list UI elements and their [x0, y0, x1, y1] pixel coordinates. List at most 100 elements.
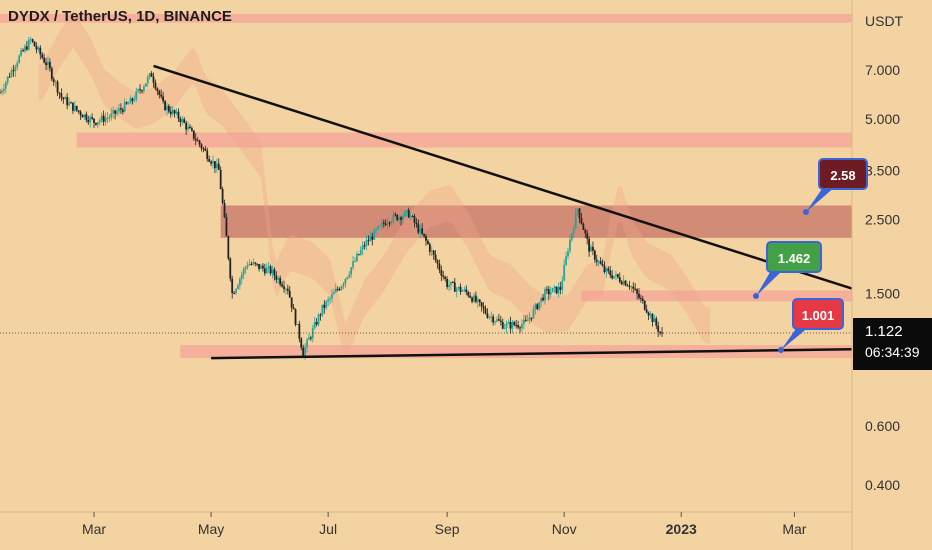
zone-upper-supply — [76, 132, 852, 148]
candle — [298, 320, 301, 343]
candle-body — [208, 159, 211, 162]
candle — [214, 161, 216, 174]
candle-body — [252, 262, 255, 265]
candle-body — [263, 268, 266, 274]
candle — [446, 276, 449, 290]
candle — [436, 259, 439, 269]
candle-body — [64, 97, 67, 100]
candle-body — [298, 324, 301, 339]
candle-body — [70, 102, 72, 104]
candle-body — [118, 108, 120, 112]
candle — [98, 118, 101, 126]
candle-body — [536, 304, 539, 310]
candle — [507, 319, 510, 324]
candle-body — [238, 278, 241, 286]
candle-body — [72, 102, 74, 111]
candle-body — [505, 323, 508, 328]
candle-body — [281, 284, 283, 287]
candle — [283, 280, 285, 293]
cloud-band — [38, 11, 711, 360]
candle-body — [361, 245, 364, 250]
candle — [595, 254, 598, 266]
candle-body — [75, 105, 78, 111]
candle-body — [119, 108, 122, 110]
time-axis[interactable]: Mar May Jul Sep Nov 2023 Mar — [82, 512, 807, 537]
candle-body — [108, 117, 111, 119]
candle — [538, 302, 541, 312]
price-axis[interactable]: USDT 7.000 5.000 3.500 2.500 1.500 0.600 0.400 — [865, 13, 904, 493]
candle-body — [48, 61, 51, 69]
candle — [79, 109, 82, 120]
candle — [584, 228, 587, 238]
candle-body — [279, 278, 282, 285]
candle-body — [640, 297, 642, 299]
candle-body — [231, 278, 234, 294]
candle-body — [632, 286, 635, 289]
candle-body — [73, 105, 76, 111]
candle — [108, 114, 111, 122]
candle-body — [50, 68, 53, 80]
candle — [643, 300, 646, 311]
candle — [240, 271, 243, 285]
candle-body — [607, 268, 610, 271]
candle-body — [144, 83, 147, 87]
candle — [96, 121, 99, 129]
candle — [503, 323, 506, 330]
candle — [655, 316, 658, 330]
candle — [52, 76, 55, 86]
candle-body — [260, 265, 262, 269]
candle-body — [628, 285, 631, 287]
candle — [248, 259, 251, 266]
candle-body — [235, 288, 237, 294]
candle-body — [649, 313, 652, 316]
candle-body — [599, 261, 602, 264]
candle-body — [388, 222, 391, 224]
candle — [294, 308, 297, 327]
candle — [110, 108, 113, 121]
candle — [423, 233, 425, 239]
candle-body — [338, 289, 341, 291]
candle-body — [344, 278, 347, 284]
candle-body — [432, 250, 435, 255]
candle-body — [20, 50, 23, 56]
candle — [231, 275, 234, 299]
candle — [641, 295, 644, 304]
candle — [47, 56, 49, 71]
candle — [194, 133, 197, 146]
candle — [85, 111, 88, 123]
candle-body — [557, 286, 560, 294]
candle — [382, 219, 385, 228]
candle-body — [143, 86, 145, 91]
candle — [48, 58, 51, 72]
candle-body — [494, 321, 496, 323]
current-price-badge: 1.122 06:34:39 — [853, 318, 932, 370]
price-tick-label: 0.600 — [865, 418, 900, 434]
candle-body — [498, 319, 500, 321]
candle — [582, 222, 585, 230]
candle-body — [373, 229, 376, 240]
candle — [215, 158, 218, 173]
candle-body — [461, 290, 464, 292]
candle — [12, 64, 15, 77]
candle — [6, 76, 9, 86]
candle-body — [156, 88, 159, 91]
zone-mid-zone — [581, 290, 852, 302]
candle — [173, 109, 176, 118]
callout-pointer-dot — [753, 293, 759, 299]
candle — [618, 272, 621, 284]
candle — [118, 103, 120, 115]
candle — [432, 249, 435, 260]
candle — [563, 259, 566, 282]
candle-body — [434, 254, 437, 261]
candle-body — [421, 228, 424, 234]
candle — [557, 282, 560, 298]
zone-layer — [0, 13, 853, 359]
candle — [415, 218, 418, 228]
candle-body — [375, 229, 378, 231]
candle-body — [129, 98, 132, 104]
candle-body — [542, 297, 544, 301]
candle-body — [169, 111, 172, 115]
candle-body — [187, 126, 189, 130]
candle — [363, 241, 366, 250]
